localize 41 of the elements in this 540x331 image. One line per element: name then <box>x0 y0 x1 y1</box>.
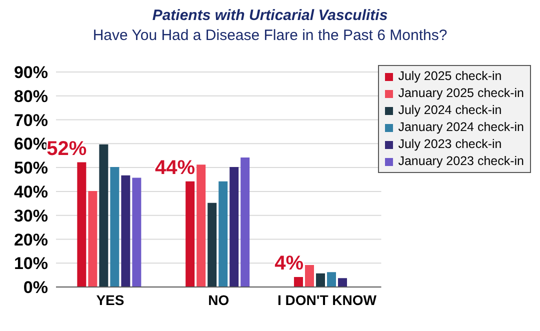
legend-label: July 2024 check-in <box>398 102 502 119</box>
x-tick-label: YES <box>96 292 124 308</box>
y-tick-label: 30% <box>14 206 48 226</box>
y-tick-label: 40% <box>14 182 48 202</box>
bar <box>88 190 98 287</box>
bar <box>110 167 120 287</box>
y-tick-label: 80% <box>14 86 48 106</box>
y-tick-label: 0% <box>23 278 48 298</box>
bar <box>121 175 130 287</box>
bar <box>186 181 195 287</box>
bar <box>338 278 347 287</box>
data-label: 44% <box>155 156 196 179</box>
bar <box>316 273 325 287</box>
bar <box>326 272 336 287</box>
y-tick-label: 60% <box>14 134 48 154</box>
bar <box>294 276 303 287</box>
x-tick-label: I DON'T KNOW <box>278 292 378 308</box>
legend-label: July 2023 check-in <box>398 136 502 153</box>
y-tick-label: 70% <box>14 110 48 130</box>
data-label: 4% <box>274 252 304 274</box>
chart-title: Patients with Urticarial Vasculitis <box>151 6 389 26</box>
y-tick-label: 20% <box>14 230 48 250</box>
data-label: 52% <box>46 138 87 160</box>
y-tick-label: 10% <box>14 254 48 274</box>
legend-label: January 2025 check-in <box>398 85 524 102</box>
x-tick-label: NO <box>208 292 230 308</box>
legend-label: July 2025 check-in <box>398 68 502 85</box>
bar <box>132 178 142 287</box>
bar <box>240 158 250 287</box>
bar <box>230 167 239 287</box>
bar <box>196 164 206 287</box>
bar <box>304 265 314 287</box>
bar <box>77 162 86 287</box>
bar <box>99 144 108 287</box>
y-tick-label: 90% <box>14 63 48 82</box>
legend-label: January 2024 check-in <box>398 119 524 136</box>
bar <box>218 181 228 287</box>
y-tick-label: 50% <box>14 158 48 178</box>
chart-subtitle: Have You Had a Disease Flare in the Past 6 Months? <box>92 26 448 46</box>
legend-label: January 2023 check-in <box>398 153 524 170</box>
bar <box>208 202 217 287</box>
